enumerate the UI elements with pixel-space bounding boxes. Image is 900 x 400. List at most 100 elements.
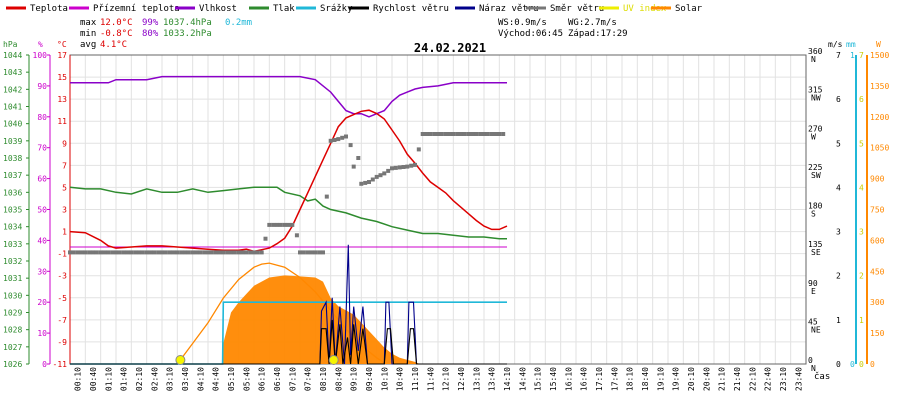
wind-direction-point xyxy=(340,135,345,140)
wind-direction-point xyxy=(68,250,72,255)
axis-tick-time: 21:40 xyxy=(733,367,742,391)
axis-tick-uv: 1 xyxy=(859,316,864,325)
wind-direction-point xyxy=(416,147,421,152)
stat-min-press: 1033.2hPa xyxy=(163,29,212,39)
stat-min-hum: 80% xyxy=(142,29,159,39)
axis-tick-hpa: 1039 xyxy=(3,137,22,146)
axis-tick-solar: 900 xyxy=(870,175,885,184)
axis-tick-winddir-deg: 135 xyxy=(808,240,823,249)
wind-direction-point xyxy=(332,138,337,142)
wind-direction-point xyxy=(428,132,433,136)
axis-tick-uv: 7 xyxy=(859,51,864,60)
stat-avg-label: avg xyxy=(80,40,96,50)
wind-direction-point xyxy=(129,250,134,255)
axis-tick-winddir-deg: 270 xyxy=(808,124,823,133)
wind-direction-point xyxy=(370,177,375,182)
wind-direction-point xyxy=(114,250,118,255)
wind-direction-point xyxy=(240,250,245,255)
wind-direction-point xyxy=(148,250,153,255)
wind-direction-point xyxy=(390,166,394,171)
axis-tick-humidity: 50 xyxy=(37,206,47,215)
axis-tick-temp: 17 xyxy=(57,51,67,60)
wind-direction-point xyxy=(221,250,226,255)
wind-direction-point xyxy=(489,132,494,136)
axes: hPa1026102710281029103010311032103310341… xyxy=(3,40,889,391)
wind-direction-point xyxy=(163,250,168,255)
time-axis-unit: čas xyxy=(814,371,830,382)
wind-direction-point xyxy=(286,222,291,227)
wind-direction-point xyxy=(328,138,333,143)
wind-direction-point xyxy=(117,250,122,255)
stat-avg-temp: 4.1°C xyxy=(100,40,127,50)
wind-direction-point xyxy=(497,132,502,136)
axis-tick-hpa: 1034 xyxy=(3,223,22,232)
axis-tick-hpa: 1036 xyxy=(3,188,22,197)
axis-tick-temp: 3 xyxy=(62,206,67,215)
wind-direction-point xyxy=(351,164,356,169)
axis-tick-time: 15:40 xyxy=(549,367,558,391)
axis-tick-uv: 2 xyxy=(859,272,864,281)
axis-tick-time: 03:10 xyxy=(166,367,175,391)
axis-tick-hpa: 1043 xyxy=(3,68,22,77)
wind-direction-point xyxy=(206,250,210,255)
wind-direction-point xyxy=(466,132,471,136)
wind-direction-point xyxy=(275,222,279,227)
wind-direction-point xyxy=(424,132,429,136)
axis-tick-winddir-label: S xyxy=(811,210,816,219)
wind-direction-point xyxy=(229,250,233,255)
wind-direction-point xyxy=(313,250,318,255)
axis-tick-solar: 1200 xyxy=(870,113,889,122)
wind-direction-point xyxy=(439,132,444,136)
axis-tick-time: 03:40 xyxy=(181,367,190,391)
axis-tick-time: 05:10 xyxy=(227,367,236,391)
wind-direction-point xyxy=(443,132,448,136)
wind-direction-point xyxy=(451,132,456,136)
wind-direction-point xyxy=(225,250,230,255)
axis-tick-humidity: 90 xyxy=(37,82,47,91)
axis-tick-time: 06:10 xyxy=(258,367,267,391)
axis-unit-temp: °C xyxy=(57,40,67,49)
axis-tick-temp: -3 xyxy=(57,272,67,281)
axis-tick-humidity: 10 xyxy=(37,329,47,338)
legend-label: Srážky xyxy=(320,4,353,14)
wind-direction-point xyxy=(198,250,203,255)
axis-tick-time: 17:10 xyxy=(595,367,604,391)
wind-direction-point xyxy=(336,137,341,142)
axis-tick-humidity: 70 xyxy=(37,144,47,153)
axis-unit-mm: mm xyxy=(846,40,856,49)
wind-direction-point xyxy=(459,132,463,136)
axis-tick-time: 01:10 xyxy=(104,367,113,391)
axis-tick-hpa: 1026 xyxy=(3,360,22,369)
axis-tick-hpa: 1029 xyxy=(3,309,22,318)
axis-tick-time: 04:40 xyxy=(212,367,221,391)
axis-tick-solar: 0 xyxy=(870,360,875,369)
wind-direction-point xyxy=(236,250,241,255)
axis-tick-ms: 3 xyxy=(836,228,841,237)
axis-tick-time: 01:40 xyxy=(120,367,129,391)
stat-max-hum: 99% xyxy=(142,18,159,28)
axis-tick-solar: 600 xyxy=(870,236,885,245)
wind-direction-point xyxy=(87,250,92,255)
wind-direction-point xyxy=(102,250,107,255)
wind-direction-point xyxy=(309,250,314,255)
axis-tick-winddir-label: NE xyxy=(811,325,821,334)
axis-tick-humidity: 80 xyxy=(37,113,47,122)
wind-direction-point xyxy=(470,132,475,136)
axis-tick-solar: 1500 xyxy=(870,51,889,60)
wind-direction-point xyxy=(282,222,287,227)
series-temperature xyxy=(69,109,508,253)
axis-tick-time: 22:10 xyxy=(748,367,757,391)
axis-tick-time: 04:10 xyxy=(196,367,205,391)
axis-tick-mm: 1 xyxy=(850,51,855,60)
wind-direction-point xyxy=(348,143,353,148)
axis-tick-winddir-label: W xyxy=(811,132,816,141)
stat-wg: WG:2.7m/s xyxy=(568,18,617,28)
wind-direction-point xyxy=(194,250,199,255)
series-solar-theoretical xyxy=(176,262,387,365)
wind-direction-point xyxy=(209,250,214,255)
wind-direction-point xyxy=(501,132,506,136)
axis-tick-time: 06:40 xyxy=(273,367,282,391)
axis-tick-temp: -9 xyxy=(57,338,67,347)
wind-direction-point xyxy=(447,132,452,136)
axis-tick-uv: 6 xyxy=(859,95,864,104)
